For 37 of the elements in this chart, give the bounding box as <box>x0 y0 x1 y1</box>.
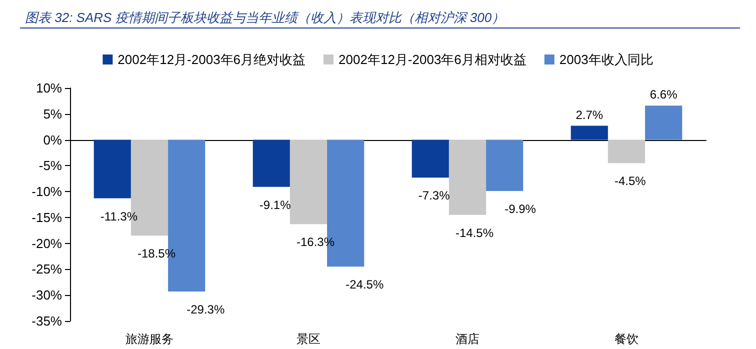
data-label: -4.5% <box>614 174 646 188</box>
data-label: -14.5% <box>456 226 494 240</box>
bar <box>645 106 682 140</box>
legend-label: 2002年12月-2003年6月相对收益 <box>338 52 526 67</box>
y-tick-label: -10% <box>32 184 62 200</box>
legend-label: 2003年收入同比 <box>559 52 654 67</box>
legend-label: 2002年12月-2003年6月绝对收益 <box>118 52 306 67</box>
y-tick-label: 10% <box>36 80 62 96</box>
y-tick-label: 5% <box>43 106 62 122</box>
bar <box>486 140 524 192</box>
y-tick-label: -30% <box>32 288 62 303</box>
data-label: -9.1% <box>259 198 292 212</box>
y-tick-label: -25% <box>32 262 62 277</box>
y-tick-label: -5% <box>38 158 62 174</box>
data-label: -29.3% <box>186 302 225 316</box>
bar <box>94 140 131 198</box>
data-label: -24.5% <box>346 278 384 292</box>
y-tick-label: -35% <box>32 314 62 328</box>
y-tick-label: 0% <box>43 132 62 148</box>
bar <box>570 126 608 140</box>
chart-title: 图表 32: SARS 疫情期间子板块收益与当年业绩（收入）表现对比（相对沪深 300） <box>25 10 505 25</box>
bar <box>412 140 449 178</box>
y-tick-label: -15% <box>32 210 62 225</box>
data-label: 6.6% <box>650 88 678 102</box>
bar <box>252 140 290 187</box>
data-label: -9.9% <box>504 202 536 216</box>
data-label: -11.3% <box>100 209 138 224</box>
y-tick-label: -20% <box>32 236 62 251</box>
x-tick-label: 餐饮 <box>614 332 638 346</box>
x-tick-label: 酒店 <box>456 332 480 346</box>
data-label: 2.7% <box>576 108 604 122</box>
x-tick-label: 旅游服务 <box>126 332 174 346</box>
bar <box>448 140 486 215</box>
x-tick-label: 景区 <box>296 332 320 346</box>
bar <box>608 140 646 164</box>
data-label: -7.3% <box>418 188 450 203</box>
bar <box>290 140 328 224</box>
